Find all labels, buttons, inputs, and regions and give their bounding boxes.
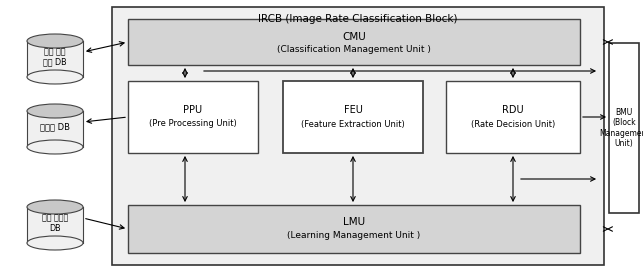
Text: 이미지 DB: 이미지 DB	[40, 123, 70, 132]
Bar	[112, 7, 604, 265]
Text: FEU: FEU	[343, 105, 363, 115]
Bar	[283, 81, 423, 153]
Text: (Feature Extraction Unit): (Feature Extraction Unit)	[301, 120, 405, 129]
Text: RDU: RDU	[502, 105, 524, 115]
Text: (Classification Management Unit ): (Classification Management Unit )	[277, 44, 431, 54]
Bar	[128, 81, 258, 153]
Bar	[128, 205, 580, 253]
Text: (Learning Management Unit ): (Learning Management Unit )	[287, 232, 421, 241]
Text: PPU: PPU	[183, 105, 203, 115]
Text: LMU: LMU	[343, 217, 365, 227]
Bar	[27, 111, 83, 147]
Text: IRCB (Image Rate Classification Block): IRCB (Image Rate Classification Block)	[258, 14, 458, 24]
Text: 학습 데이터
DB: 학습 데이터 DB	[42, 213, 68, 233]
Ellipse shape	[27, 34, 83, 48]
Text: (Pre Processing Unit): (Pre Processing Unit)	[149, 120, 237, 129]
Text: CMU: CMU	[342, 32, 366, 42]
Bar	[446, 81, 580, 153]
Ellipse shape	[27, 70, 83, 84]
Text: (Rate Decision Unit): (Rate Decision Unit)	[471, 120, 555, 129]
Ellipse shape	[27, 236, 83, 250]
Bar	[128, 19, 580, 65]
Ellipse shape	[27, 140, 83, 154]
Bar	[27, 207, 83, 243]
Ellipse shape	[27, 104, 83, 118]
Ellipse shape	[27, 200, 83, 214]
Text: 문서 등급
분류 DB: 문서 등급 분류 DB	[43, 47, 67, 67]
Text: BMU
(Block
Management
Unit): BMU (Block Management Unit)	[599, 108, 643, 148]
Bar	[27, 41, 83, 77]
Bar	[609, 43, 639, 213]
